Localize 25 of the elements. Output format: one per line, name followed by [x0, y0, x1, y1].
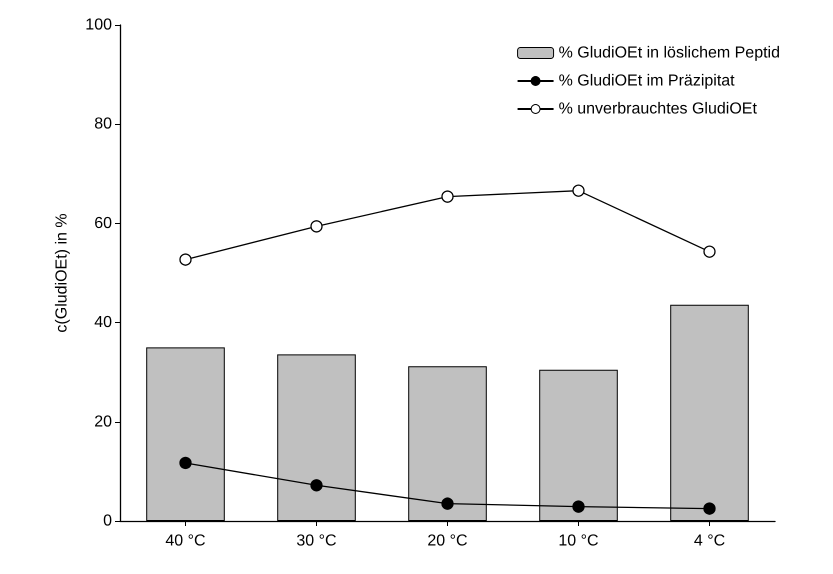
point [572, 184, 585, 197]
y-tick-label: 100 [85, 16, 112, 34]
x-tick-label: 20 °C [427, 532, 468, 550]
x-tick-label: 4 °C [694, 532, 726, 550]
point [441, 497, 454, 510]
y-tick-label: 40 [94, 314, 112, 332]
y-axis-title: c(GludiOEt) in % [54, 213, 70, 333]
point [441, 190, 454, 203]
point [310, 479, 323, 492]
point [179, 253, 192, 266]
point [310, 220, 323, 233]
legend-label: % GludiOEt in löslichem Peptid [558, 44, 780, 62]
y-tick-label: 0 [103, 512, 112, 530]
y-tick-label: 80 [94, 116, 112, 133]
point [703, 502, 716, 515]
legend-label: % unverbrauchtes GludiOEt [558, 100, 758, 118]
point [179, 456, 192, 470]
x-tick-label: 30 °C [296, 532, 337, 550]
legend-label: % GludiOEt im Präzipitat [558, 72, 736, 90]
point [572, 500, 585, 513]
x-tick-label: 40 °C [165, 532, 206, 550]
x-tick-label: 10 °C [558, 532, 599, 550]
y-tick-label: 60 [94, 214, 112, 232]
y-tick-label: 20 [94, 413, 112, 430]
point [703, 246, 716, 258]
